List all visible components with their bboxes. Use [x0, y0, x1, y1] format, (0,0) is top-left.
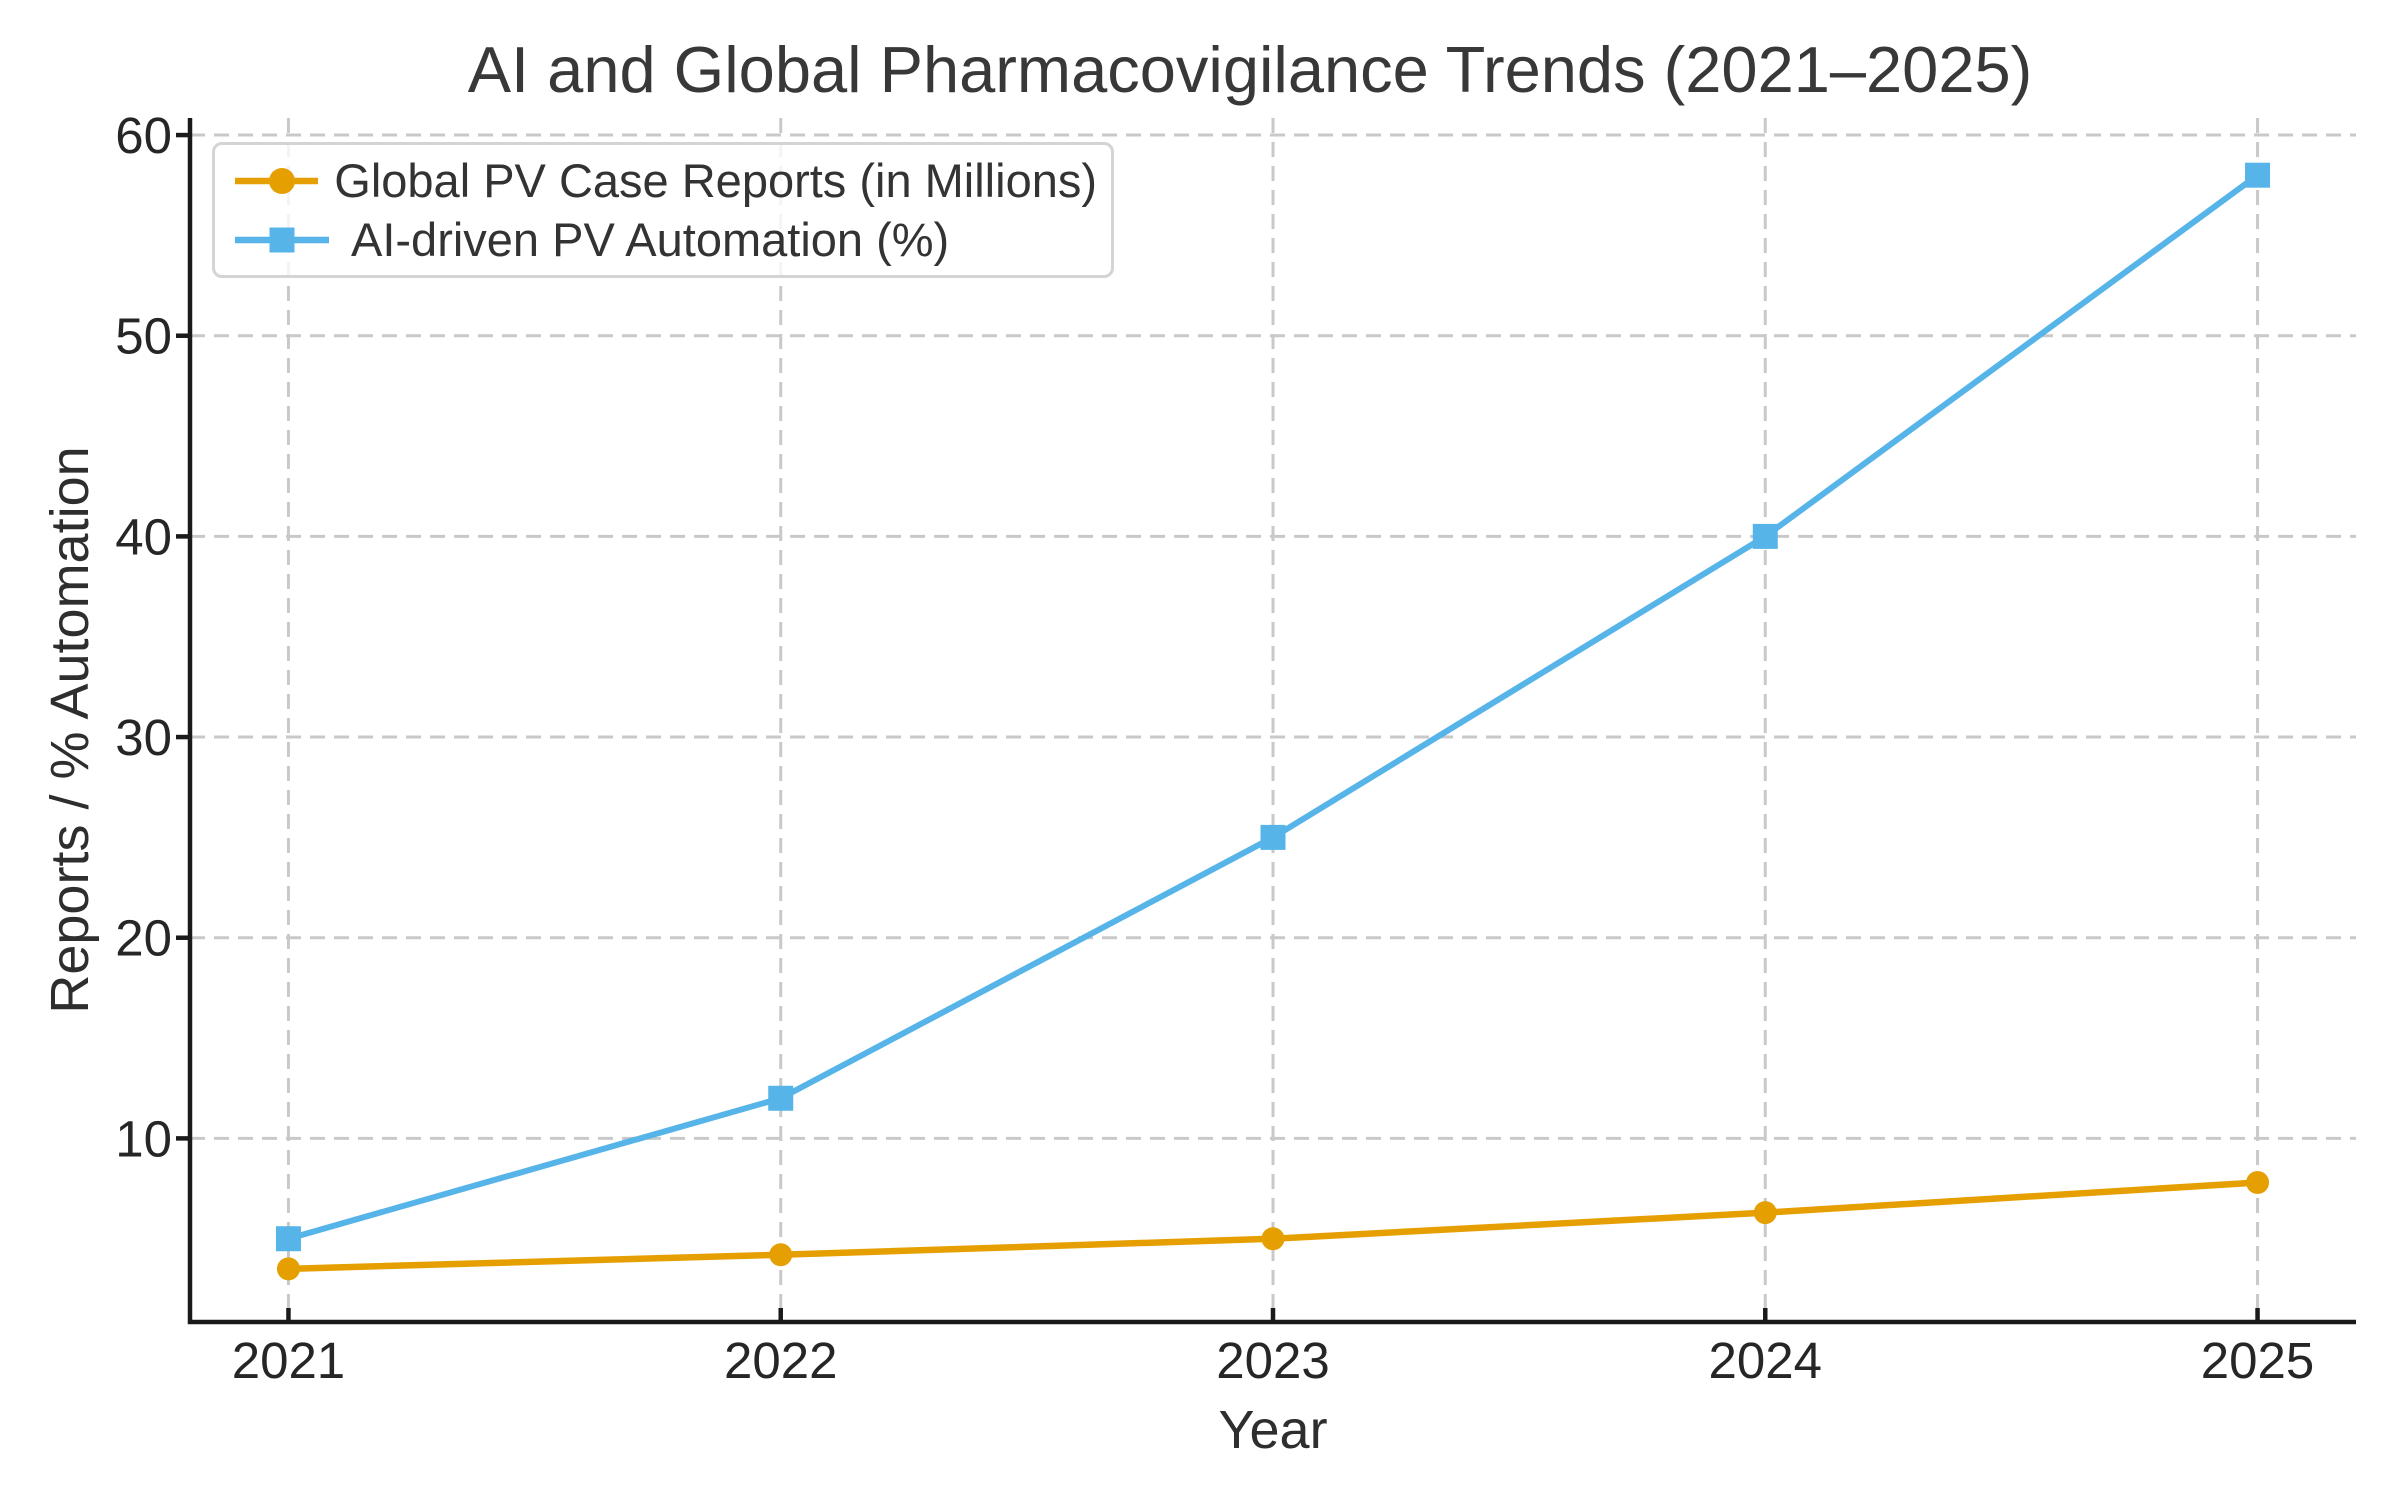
chart-title: AI and Global Pharmacovigilance Trends (… [468, 33, 2033, 106]
tick-marks [176, 132, 2260, 1322]
x-tick-label-2024: 2024 [1709, 1332, 1822, 1389]
data-point-square-2022 [768, 1085, 794, 1111]
data-point-square-2021 [275, 1226, 301, 1252]
legend-label-case-reports: Global PV Case Reports (in Millions) [334, 154, 1097, 207]
x-tick-label-2021: 2021 [232, 1332, 345, 1389]
y-tick-label-30: 30 [115, 709, 172, 766]
legend-item-ai-automation: AI-driven PV Automation (%) [225, 215, 1097, 265]
y-axis-label: Reports / % Automation [40, 446, 100, 1013]
legend-sample-square [269, 227, 295, 252]
data-point-square-2023 [1260, 824, 1286, 850]
x-tick-label-2023: 2023 [1216, 1332, 1329, 1389]
data-point-circle-2025 [2246, 1171, 2270, 1195]
axis-spine [187, 118, 2356, 1325]
legend-sample-circle [269, 167, 295, 194]
legend-circle-marker-icon [235, 167, 319, 194]
y-tick-label-50: 50 [115, 308, 172, 365]
tick-labels: 10 20 30 40 50 60 2021 2022 2023 2024 2025 [115, 107, 2314, 1389]
legend-square-marker-icon [235, 227, 329, 252]
x-axis-label: Year [1218, 1400, 1327, 1460]
data-point-circle-2021 [276, 1257, 300, 1281]
x-tick-label-2022: 2022 [724, 1332, 837, 1389]
y-tick-label-20: 20 [115, 910, 172, 967]
legend: Global PV Case Reports (in Millions) AI-… [212, 142, 1114, 278]
grid-lines [190, 118, 2356, 1322]
data-point-circle-2024 [1753, 1201, 1777, 1225]
axes-spines [187, 118, 2356, 1325]
legend-item-case-reports: Global PV Case Reports (in Millions) [225, 156, 1097, 206]
data-point-square-2025 [2245, 162, 2271, 188]
data-point-square-2024 [1752, 523, 1778, 549]
series-lines [275, 162, 2271, 1281]
data-point-circle-2023 [1261, 1227, 1285, 1251]
x-tick-label-2025: 2025 [2201, 1332, 2314, 1389]
y-tick-label-60: 60 [115, 107, 172, 164]
y-tick-label-40: 40 [115, 508, 172, 565]
y-tick-label-10: 10 [115, 1110, 172, 1167]
legend-label-ai-automation: AI-driven PV Automation (%) [351, 213, 950, 266]
data-point-circle-2022 [769, 1243, 793, 1267]
